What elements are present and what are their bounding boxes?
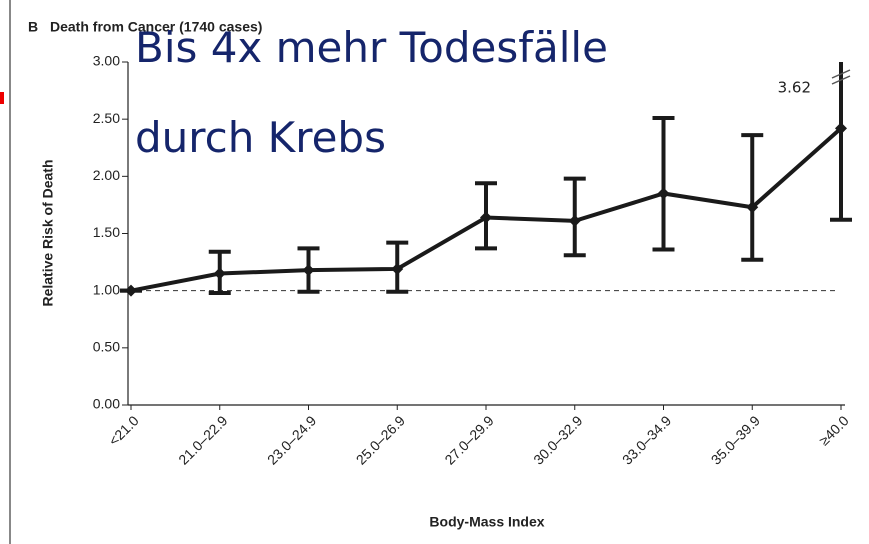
edge-artifact xyxy=(0,92,4,104)
x-tick-label: 35.0–39.9 xyxy=(708,412,764,468)
plot-area xyxy=(120,62,852,297)
x-tick-label: 25.0–26.9 xyxy=(353,412,409,468)
y-axis-label: Relative Risk of Death xyxy=(40,159,56,306)
x-tick-label: 30.0–32.9 xyxy=(530,412,586,468)
x-tick-label: <21.0 xyxy=(105,412,142,449)
chart-title: Death from Cancer (1740 cases) xyxy=(50,19,262,35)
point xyxy=(391,262,404,275)
annotation: 3.62 xyxy=(778,79,811,97)
y-tick-label: 2.00 xyxy=(93,167,120,183)
x-tick-label: 27.0–29.9 xyxy=(441,412,497,468)
x-tick-label: 33.0–34.9 xyxy=(619,412,675,468)
overlay-text: Bis 4x mehr Todesfälle xyxy=(135,23,608,72)
point xyxy=(213,267,226,280)
overlay-text: durch Krebs xyxy=(135,113,386,162)
point xyxy=(568,214,581,227)
point xyxy=(657,187,670,200)
y-tick-label: 2.50 xyxy=(93,110,120,126)
y-tick-label: 3.00 xyxy=(93,53,120,69)
point xyxy=(480,211,492,224)
point xyxy=(746,201,759,214)
y-tick-label: 0.50 xyxy=(93,339,120,355)
y-tick-label: 1.50 xyxy=(93,224,120,240)
x-axis-label: Body-Mass Index xyxy=(429,514,544,530)
point xyxy=(302,264,315,277)
axis-break xyxy=(831,75,851,85)
y-tick-label: 1.00 xyxy=(93,281,120,297)
point xyxy=(835,122,847,135)
x-tick-label: ≥40.0 xyxy=(816,412,852,448)
point xyxy=(125,284,137,297)
panel-label: B xyxy=(28,19,38,35)
y-tick-label: 0.00 xyxy=(93,396,120,412)
x-tick-label: 23.0–24.9 xyxy=(264,412,320,468)
x-tick-label: 21.0–22.9 xyxy=(175,412,231,468)
axis-break xyxy=(831,69,851,79)
